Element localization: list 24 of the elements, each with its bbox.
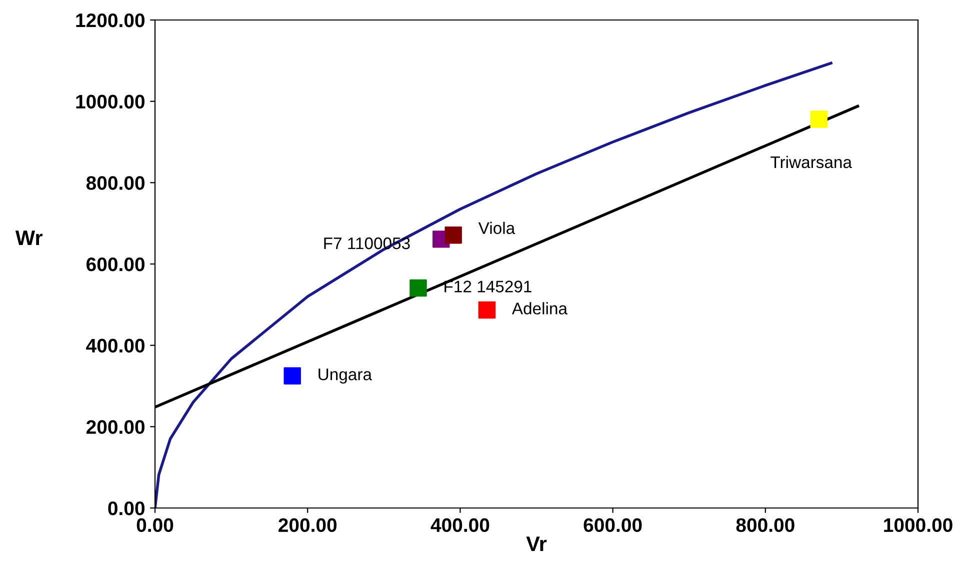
y-tick-label: 200.00	[86, 420, 144, 434]
y-tick-label: 1200.00	[76, 13, 144, 28]
x-tick-label: 0.00	[136, 518, 174, 532]
x-tick-label: 600.00	[584, 518, 642, 532]
x-tick-label: 200.00	[278, 518, 337, 532]
y-axis-title: Wr	[15, 230, 42, 245]
y-tick-label: 1000.00	[76, 94, 144, 109]
x-axis-title: Vr	[526, 536, 547, 551]
y-tick-label: 600.00	[86, 257, 144, 272]
x-tick-label: 400.00	[430, 518, 490, 532]
annotation: Viola	[478, 222, 516, 234]
y-tick-label: 0.00	[108, 501, 144, 516]
point	[410, 279, 427, 297]
x-tick-label: 800.00	[736, 518, 794, 532]
y-tick-label: 800.00	[86, 176, 144, 190]
annotation: Triwarsana	[770, 156, 852, 168]
point	[810, 110, 828, 128]
point	[444, 226, 462, 244]
x-tick-label: 1000.00	[884, 518, 952, 532]
point	[284, 367, 301, 384]
annotation: Adelina	[512, 302, 568, 314]
point	[478, 301, 496, 319]
y-tick-label: 400.00	[86, 338, 144, 353]
annotation: Ungara	[318, 368, 372, 384]
